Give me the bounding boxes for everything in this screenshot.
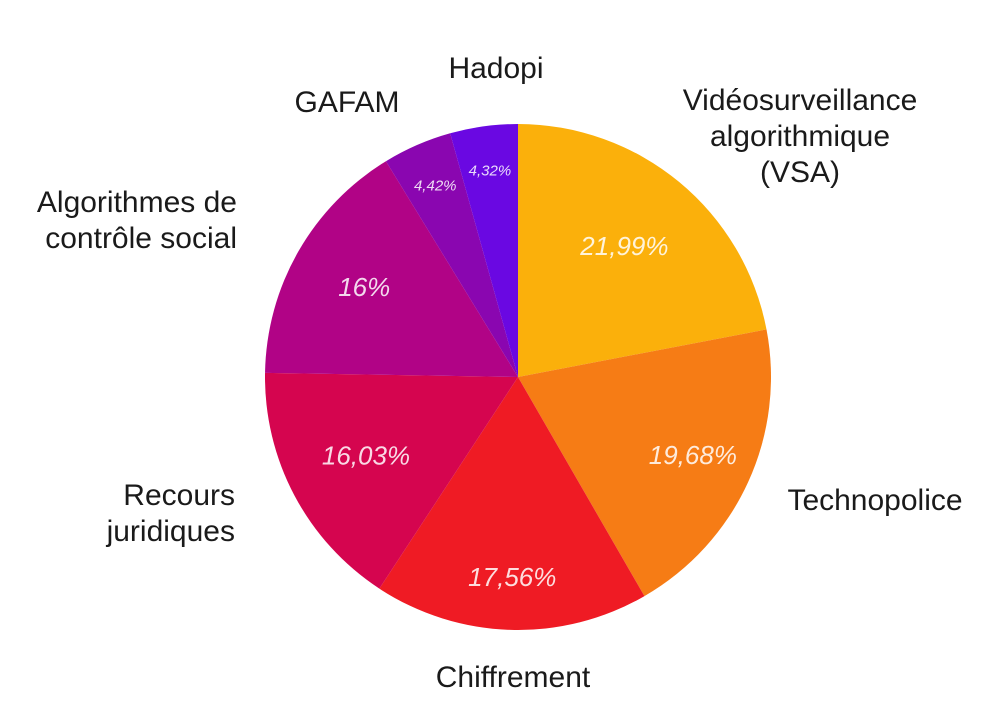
data-label-recours-juridiques: 16,03% — [322, 440, 410, 470]
pie-slice-recours-juridiques — [265, 372, 518, 589]
percent-labels-layer: 21,99% 19,68% 17,56% 16,03% 16% 4,42% 4,32% — [322, 162, 737, 592]
pie-slice-gafam — [385, 133, 518, 377]
pie-slice-chiffrement — [379, 377, 645, 630]
data-label-hadopi: 4,32% — [469, 162, 512, 179]
pie-slice-hadopi — [450, 124, 518, 377]
pie-slice-videosurveillance-algorithmique-vsa — [518, 124, 767, 377]
pie-slice-technopolice — [518, 329, 771, 597]
pie-slice-algorithmes-de-controle-social — [265, 161, 518, 377]
category-label-algorithmes-de-controle-social: Algorithmes de contrôle social — [37, 186, 237, 255]
category-labels-layer: Vidéosurveillance algorithmique (VSA) Techn… — [37, 52, 963, 694]
category-label-gafam: GAFAM — [294, 86, 399, 119]
category-label-videosurveillance-algorithmique-vsa: Vidéosurveillance algorithmique (VSA) — [683, 84, 918, 189]
data-label-videosurveillance-algorithmique-vsa: 21,99% — [579, 231, 668, 261]
category-label-recours-juridiques: Recours juridiques — [106, 479, 235, 548]
category-label-chiffrement: Chiffrement — [436, 661, 591, 694]
data-label-algorithmes-de-controle-social: 16% — [338, 272, 390, 302]
category-label-technopolice: Technopolice — [787, 484, 962, 517]
category-label-hadopi: Hadopi — [448, 52, 543, 85]
data-label-chiffrement: 17,56% — [468, 562, 556, 592]
data-label-technopolice: 19,68% — [649, 440, 737, 470]
data-label-gafam: 4,42% — [414, 178, 457, 195]
slices-layer — [265, 124, 771, 630]
